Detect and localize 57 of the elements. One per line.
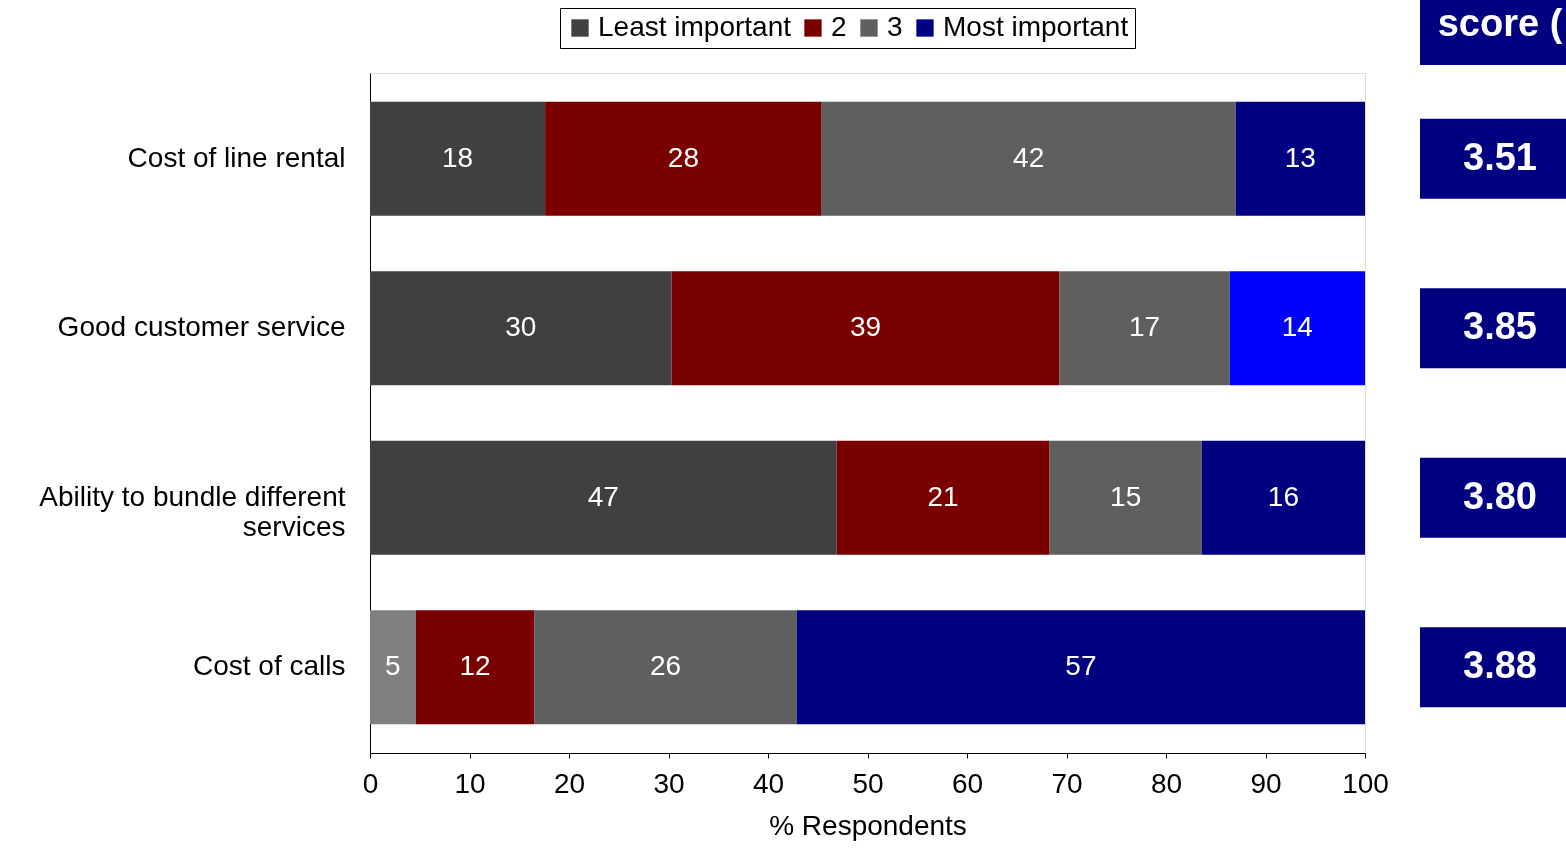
text: score ( xyxy=(1437,2,1563,44)
x-tick-label: 50 xyxy=(852,767,884,799)
data-label: 21 xyxy=(927,480,959,512)
x-tick-label: 70 xyxy=(1051,767,1083,799)
legend-label: Least important xyxy=(598,11,792,42)
data-label: 17 xyxy=(1129,311,1161,343)
data-label: 15 xyxy=(1110,480,1142,512)
bar xyxy=(534,610,797,725)
x-tick-label: 60 xyxy=(951,767,984,799)
bar xyxy=(545,101,822,216)
data-label: 16 xyxy=(1267,480,1299,512)
bar xyxy=(836,440,1050,555)
x-tick-label: 30 xyxy=(653,767,685,799)
x-tick-label: 90 xyxy=(1250,767,1282,799)
y-tick-label: Cost of calls xyxy=(193,650,346,682)
y-tick-label: Ability to bundle different services xyxy=(39,480,346,542)
data-label: 42 xyxy=(1013,141,1045,173)
x-axis-title: % Respondents xyxy=(769,809,967,841)
x-tick-label: 100 xyxy=(1342,767,1389,799)
data-label: 18 xyxy=(441,141,474,173)
data-label: 28 xyxy=(667,141,699,173)
x-tick-label: 80 xyxy=(1150,767,1183,799)
data-label: 14 xyxy=(1281,311,1313,343)
bar xyxy=(821,101,1236,216)
text: 3.80 xyxy=(1463,474,1537,517)
data-label: 26 xyxy=(649,650,682,682)
data-label: 30 xyxy=(505,311,537,343)
legend-label: Most important xyxy=(943,11,1129,42)
bar xyxy=(796,610,1365,725)
x-tick-label: 0 xyxy=(362,767,379,799)
bar xyxy=(370,101,546,216)
legend-label: 2 xyxy=(831,11,847,42)
x-tick-label: 20 xyxy=(553,767,586,799)
bar xyxy=(370,610,416,725)
x-tick-label: 10 xyxy=(454,767,486,799)
bar xyxy=(370,271,672,386)
bar xyxy=(671,271,1060,386)
bar xyxy=(370,440,837,555)
text: 3.85 xyxy=(1463,305,1537,348)
bar xyxy=(1049,440,1202,555)
data-label: 5 xyxy=(385,650,401,682)
y-tick-label: Good customer service xyxy=(57,311,346,343)
data-label: 57 xyxy=(1065,650,1097,682)
data-label: 39 xyxy=(849,311,882,343)
data-label: 12 xyxy=(459,650,491,682)
x-tick-label: 40 xyxy=(752,767,785,799)
legend-label: 3 xyxy=(887,11,903,42)
bar xyxy=(1059,271,1230,386)
data-label: 13 xyxy=(1284,141,1316,173)
bar xyxy=(1201,440,1365,555)
bar xyxy=(1235,101,1365,216)
bar xyxy=(1229,271,1365,386)
y-tick-label: Cost of line rental xyxy=(127,141,346,173)
text: 3.51 xyxy=(1463,135,1537,178)
data-label: 47 xyxy=(587,480,619,512)
text: 3.88 xyxy=(1463,644,1537,687)
bar xyxy=(415,610,535,725)
